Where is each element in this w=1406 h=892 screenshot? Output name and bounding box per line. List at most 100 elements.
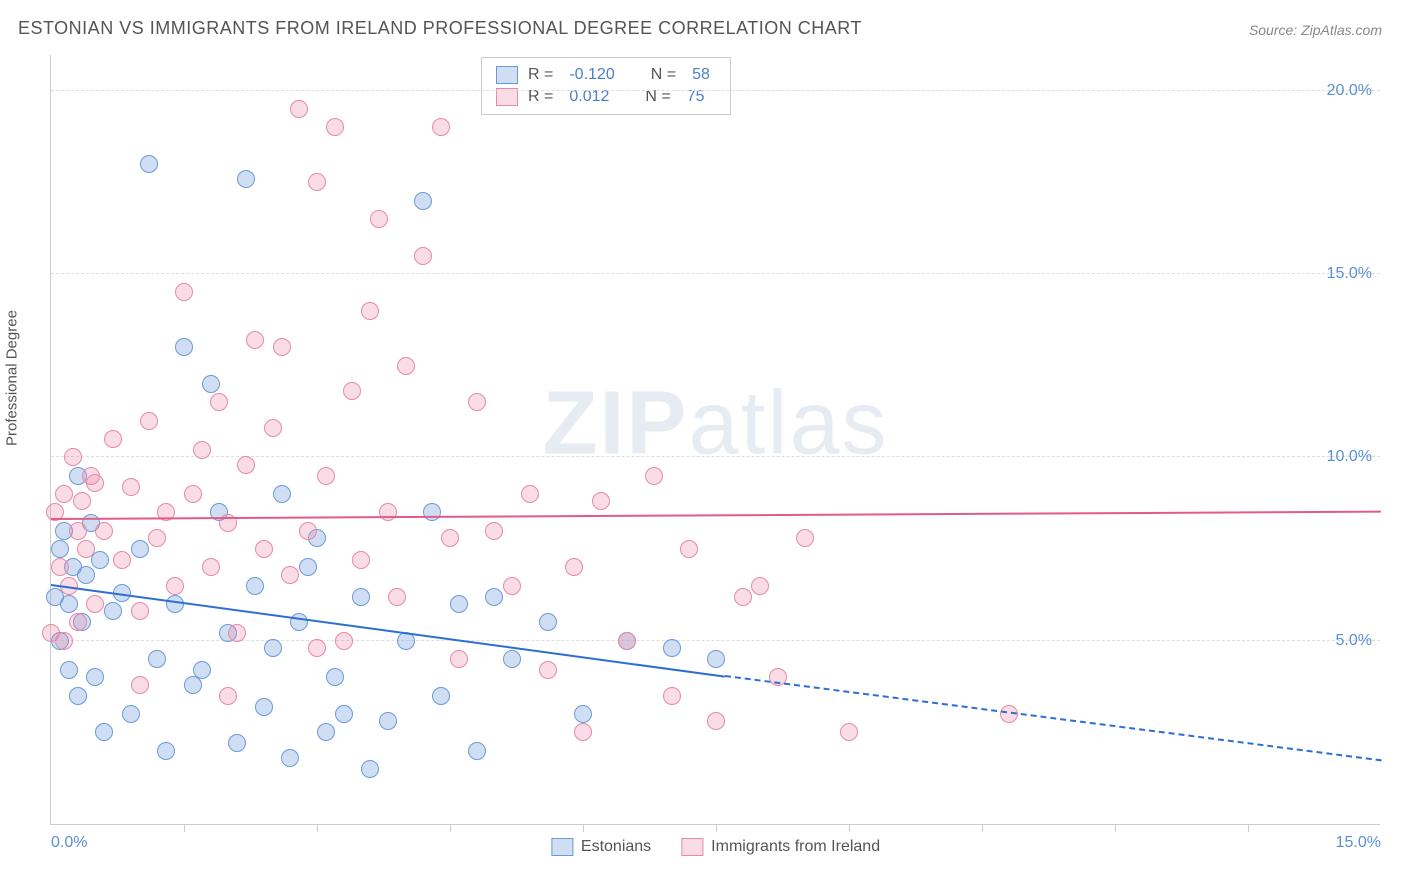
data-point [317, 467, 335, 485]
data-point [193, 441, 211, 459]
data-point [663, 687, 681, 705]
data-point [379, 712, 397, 730]
r-value: -0.120 [563, 66, 620, 84]
legend-label: Estonians [581, 838, 651, 856]
x-tick [184, 824, 185, 832]
data-point [308, 639, 326, 657]
data-point [468, 742, 486, 760]
data-point [175, 338, 193, 356]
data-point [60, 661, 78, 679]
data-point [175, 283, 193, 301]
legend-label: Immigrants from Ireland [711, 838, 880, 856]
data-point [264, 639, 282, 657]
data-point [840, 723, 858, 741]
n-value: 58 [686, 66, 716, 84]
x-tick [317, 824, 318, 832]
data-point [140, 412, 158, 430]
watermark-light: atlas [688, 374, 888, 474]
data-point [55, 485, 73, 503]
data-point [60, 595, 78, 613]
x-tick-label: 15.0% [1336, 834, 1381, 852]
data-point [246, 331, 264, 349]
data-point [184, 485, 202, 503]
data-point [335, 705, 353, 723]
data-point [86, 668, 104, 686]
data-point [326, 668, 344, 686]
swatch-ireland [681, 838, 703, 856]
data-point [645, 467, 663, 485]
data-point [51, 558, 69, 576]
data-point [86, 595, 104, 613]
data-point [42, 624, 60, 642]
data-point [308, 173, 326, 191]
plot-area: ZIPatlas R = -0.120 N = 58 R = 0.012 N =… [50, 55, 1380, 825]
data-point [69, 522, 87, 540]
data-point [237, 456, 255, 474]
gridline [51, 90, 1380, 91]
data-point [361, 760, 379, 778]
data-point [343, 382, 361, 400]
x-tick [1115, 824, 1116, 832]
x-tick [849, 824, 850, 832]
data-point [202, 375, 220, 393]
data-point [796, 529, 814, 547]
r-label: R = [528, 66, 553, 84]
data-point [131, 602, 149, 620]
stats-row-estonians: R = -0.120 N = 58 [496, 64, 716, 86]
r-label: R = [528, 88, 553, 106]
x-tick [982, 824, 983, 832]
data-point [140, 155, 158, 173]
n-value: 75 [681, 88, 711, 106]
data-point [131, 676, 149, 694]
data-point [414, 247, 432, 265]
data-point [485, 522, 503, 540]
data-point [707, 712, 725, 730]
chart-title: ESTONIAN VS IMMIGRANTS FROM IRELAND PROF… [18, 18, 862, 39]
data-point [680, 540, 698, 558]
data-point [441, 529, 459, 547]
x-tick-label: 0.0% [51, 834, 87, 852]
data-point [73, 492, 91, 510]
source-attribution: Source: ZipAtlas.com [1249, 22, 1382, 38]
gridline [51, 273, 1380, 274]
data-point [397, 357, 415, 375]
swatch-estonians [551, 838, 573, 856]
data-point [432, 687, 450, 705]
data-point [503, 650, 521, 668]
data-point [352, 551, 370, 569]
x-tick [450, 824, 451, 832]
data-point [485, 588, 503, 606]
data-point [361, 302, 379, 320]
data-point [264, 419, 282, 437]
data-point [193, 661, 211, 679]
y-tick-label: 10.0% [1327, 448, 1372, 466]
watermark-bold: ZIP [542, 374, 688, 474]
data-point [574, 723, 592, 741]
data-point [148, 529, 166, 547]
data-point [77, 540, 95, 558]
data-point [663, 639, 681, 657]
data-point [317, 723, 335, 741]
n-label: N = [651, 66, 676, 84]
data-point [69, 687, 87, 705]
data-point [104, 430, 122, 448]
watermark: ZIPatlas [542, 373, 888, 476]
data-point [255, 540, 273, 558]
data-point [77, 566, 95, 584]
data-point [326, 118, 344, 136]
data-point [503, 577, 521, 595]
data-point [618, 632, 636, 650]
r-value: 0.012 [563, 88, 615, 106]
data-point [290, 100, 308, 118]
swatch-estonians [496, 66, 518, 84]
data-point [246, 577, 264, 595]
gridline [51, 640, 1380, 641]
data-point [228, 734, 246, 752]
data-point [299, 522, 317, 540]
data-point [51, 540, 69, 558]
bottom-legend: Estonians Immigrants from Ireland [551, 838, 880, 856]
data-point [468, 393, 486, 411]
data-point [122, 478, 140, 496]
stats-legend: R = -0.120 N = 58 R = 0.012 N = 75 [481, 57, 731, 115]
swatch-ireland [496, 88, 518, 106]
